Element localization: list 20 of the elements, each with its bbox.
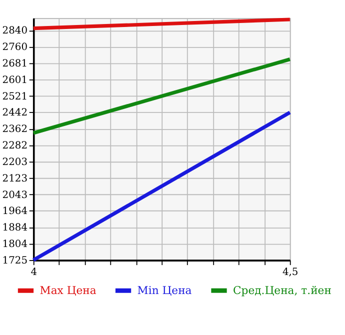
y-tick-label: 1804 (2, 238, 28, 250)
y-tick-label: 2203 (2, 156, 28, 168)
y-tick-label: 2123 (2, 173, 28, 184)
y-tick-label: 2043 (2, 190, 28, 201)
y-tick-label: 1725 (2, 255, 28, 266)
y-tick-label: 2362 (2, 124, 28, 136)
y-tick-label: 2442 (2, 108, 28, 119)
legend-label: Сред.Цена, т.йен (233, 284, 332, 298)
y-tick-label: 2601 (2, 74, 28, 86)
x-tick-label: 4 (30, 267, 38, 278)
y-tick-label: 2521 (2, 91, 28, 102)
y-tick-label: 2760 (2, 42, 28, 54)
legend-label: Min Цена (137, 284, 192, 298)
y-tick-label: 1964 (2, 206, 28, 218)
y-tick-label: 2282 (2, 140, 28, 152)
y-tick-label: 1884 (2, 222, 28, 234)
y-tick-label: 2840 (2, 26, 28, 37)
legend-label: Max Цена (40, 284, 97, 298)
y-tick-label: 2681 (2, 58, 28, 70)
x-tick-label: 4,5 (282, 267, 298, 278)
